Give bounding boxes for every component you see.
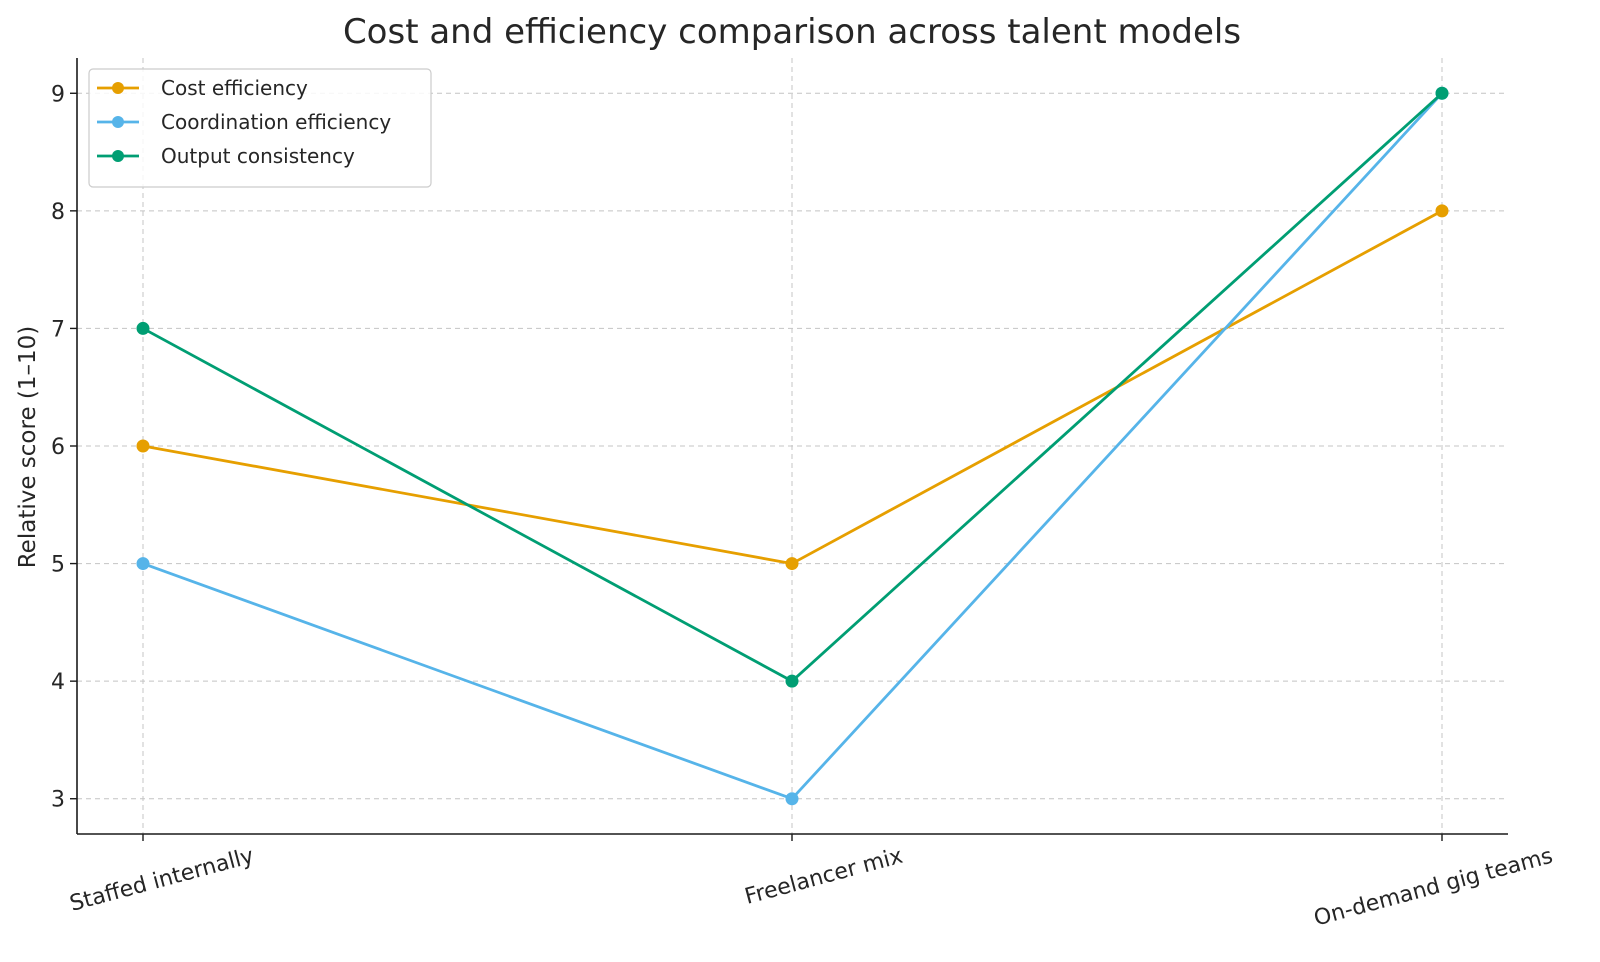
y-tick-label-4: 4: [51, 670, 65, 695]
y-tick-label-5: 5: [51, 553, 65, 578]
legend-box: [88, 68, 432, 188]
legend[interactable]: Cost efficiency Coordination efficiency Ou…: [88, 68, 432, 188]
y-tick-label-9: 9: [51, 82, 65, 107]
x-tick-label-on-demand-gig-teams: On-demand gig teams: [1311, 844, 1555, 932]
x-tick-label-freelancer-mix: Freelancer mix: [742, 844, 905, 910]
legend-swatch-marker-coordination-efficiency: [112, 116, 124, 128]
legend-item-coordination-efficiency[interactable]: Coordination efficiency: [97, 110, 391, 134]
y-axis-label: Relative score (1–10): [15, 326, 41, 569]
series-group: [136, 86, 1449, 806]
legend-label-output-consistency: Output consistency: [161, 144, 355, 168]
y-tick-label-3: 3: [51, 788, 65, 813]
y-tick-label-8: 8: [51, 200, 65, 225]
x-tick-label-staffed-internally: Staffed internally: [67, 844, 256, 917]
ticks: 3 4 5 6 7 8 9 Staffed internally Freelancer mix O…: [51, 82, 1556, 931]
data-point-output-consistency-on-demand-gig-teams[interactable]: [1435, 86, 1449, 100]
y-tick-label-7: 7: [51, 317, 65, 342]
data-point-cost-efficiency-on-demand-gig-teams[interactable]: [1435, 204, 1449, 218]
data-point-output-consistency-staffed-internally[interactable]: [136, 321, 150, 335]
data-point-output-consistency-freelancer-mix[interactable]: [785, 674, 799, 688]
legend-label-cost-efficiency: Cost efficiency: [161, 76, 308, 100]
series-output-consistency: [136, 86, 1449, 688]
data-point-cost-efficiency-freelancer-mix[interactable]: [785, 557, 799, 571]
data-point-coordination-efficiency-freelancer-mix[interactable]: [785, 792, 799, 806]
data-point-cost-efficiency-staffed-internally[interactable]: [136, 439, 150, 453]
y-tick-label-6: 6: [51, 435, 65, 460]
chart-title: Cost and efficiency comparison across ta…: [343, 12, 1241, 52]
legend-swatch-marker-cost-efficiency: [112, 82, 124, 94]
data-point-coordination-efficiency-staffed-internally[interactable]: [136, 557, 150, 571]
legend-item-output-consistency[interactable]: Output consistency: [97, 144, 355, 168]
legend-label-coordination-efficiency: Coordination efficiency: [161, 110, 391, 134]
legend-swatch-marker-output-consistency: [112, 150, 124, 162]
legend-item-cost-efficiency[interactable]: Cost efficiency: [97, 76, 308, 100]
